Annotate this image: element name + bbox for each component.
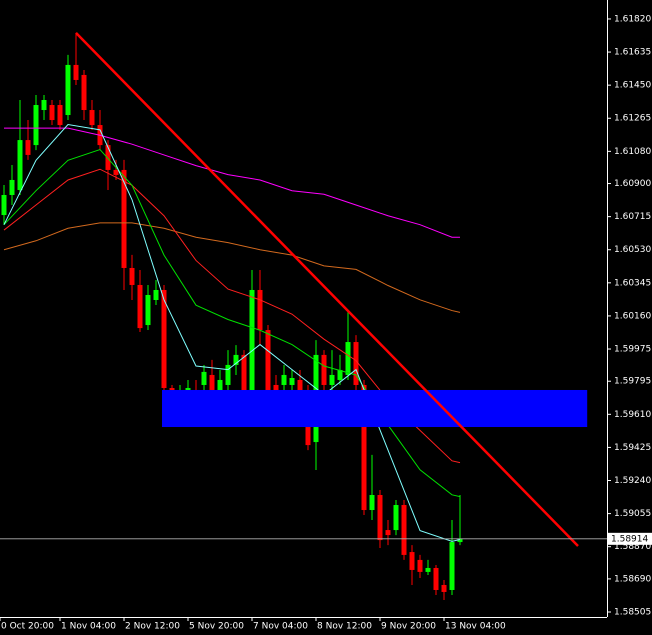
zone [162, 389, 588, 428]
y-tick-label: 1.61820 [614, 14, 651, 24]
x-tick-label: 1 Nov 04:00 [61, 622, 116, 632]
x-tick-label: 2 Nov 12:00 [125, 622, 180, 632]
candle-body [129, 267, 135, 285]
candle-body [249, 289, 255, 392]
candle-body [449, 542, 455, 590]
y-tick-label: 1.58505 [614, 607, 651, 617]
y-tick-label: 1.60715 [614, 212, 651, 222]
candle-body [297, 379, 303, 395]
candle-body [41, 100, 47, 111]
candle-body [417, 559, 423, 572]
candle-body [377, 494, 383, 541]
x-tick-label: 13 Nov 04:00 [445, 622, 506, 632]
moving-average [3, 222, 461, 313]
y-tick-label: 1.60530 [614, 245, 651, 255]
candle-body [321, 354, 327, 385]
candle-body [1, 194, 7, 216]
candle-body [241, 354, 247, 392]
x-tick-label: 8 Nov 12:00 [317, 622, 372, 632]
candle-body [209, 374, 215, 390]
candle-body [121, 169, 127, 268]
y-tick-label: 1.60160 [614, 311, 651, 321]
moving-average [3, 148, 461, 498]
candle-body [233, 354, 239, 365]
candle-body [65, 64, 71, 116]
trendline [75, 32, 579, 547]
candle-body [433, 567, 439, 590]
candle-body [113, 169, 119, 175]
y-tick-label: 1.60345 [614, 278, 651, 288]
candle-body [9, 179, 15, 195]
y-tick-label: 1.61635 [614, 48, 651, 58]
candle-body [409, 552, 415, 570]
y-tick-label: 1.59425 [614, 443, 651, 453]
candle-body [265, 330, 271, 395]
x-tick-label: 9 Nov 20:00 [381, 622, 436, 632]
candle-body [441, 584, 447, 592]
candle-body [401, 505, 407, 555]
candle-body [153, 289, 159, 301]
y-tick-label: 1.58870 [614, 542, 651, 552]
y-tick-label: 1.61265 [614, 114, 651, 124]
candle-body [385, 530, 391, 536]
candle-body [57, 105, 63, 126]
candle-body [49, 105, 55, 121]
y-tick-label: 1.59055 [614, 509, 651, 519]
candle-body [257, 289, 263, 331]
candle-body [337, 369, 343, 380]
candle-body [225, 364, 231, 385]
candle-body [201, 371, 207, 385]
candle-body [217, 379, 223, 392]
candle-body [89, 110, 95, 126]
candle-body [137, 284, 143, 329]
moving-average [3, 123, 461, 542]
candle-body [17, 140, 23, 190]
y-tick-label: 1.59610 [614, 410, 651, 420]
candle-body [329, 374, 335, 385]
candle-body [289, 377, 295, 385]
candle-body [345, 342, 351, 375]
y-tick-label: 1.59795 [614, 377, 651, 387]
candle-body [81, 74, 87, 111]
moving-average [4, 127, 460, 238]
candle-body [353, 342, 359, 385]
y-tick-label: 1.60900 [614, 179, 651, 189]
candle-body [105, 145, 111, 170]
y-tick-label: 1.61450 [614, 81, 651, 91]
candle-body [361, 384, 367, 511]
price-box [608, 532, 652, 545]
price-label: 1.58914 [611, 534, 648, 544]
candle-body [145, 294, 151, 326]
x-tick-label: 5 Nov 20:00 [189, 622, 244, 632]
candle-body [425, 567, 431, 572]
candle-body [457, 538, 463, 543]
candle-body [393, 505, 399, 531]
candle-body [161, 289, 167, 389]
candle-body [73, 64, 79, 80]
candle-body [281, 374, 287, 385]
y-tick-label: 1.59240 [614, 476, 651, 486]
y-tick-label: 1.61080 [614, 147, 651, 157]
x-tick-label: 0 Oct 20:00 [1, 622, 54, 632]
candle-body [25, 140, 31, 155]
y-tick-label: 1.58690 [614, 574, 651, 584]
candle-body [33, 105, 39, 146]
y-tick-label: 1.59975 [614, 345, 651, 355]
x-tick-label: 7 Nov 04:00 [253, 622, 308, 632]
candle-body [369, 494, 375, 511]
